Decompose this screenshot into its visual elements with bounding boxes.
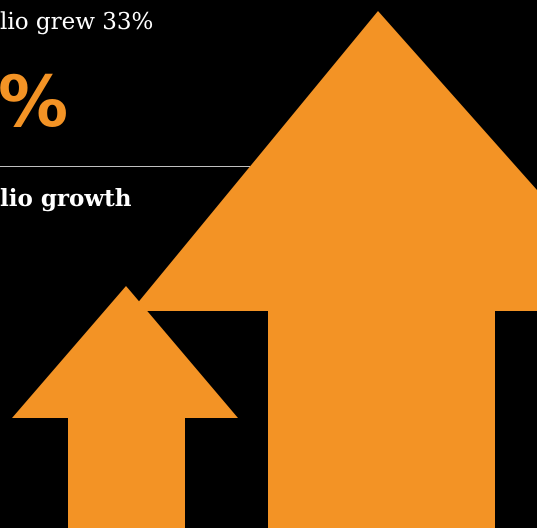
- growth-label: lio growth: [0, 185, 132, 212]
- headline-text: lio grew 33%: [0, 9, 154, 35]
- divider-line: [0, 166, 250, 167]
- large-up-arrow-icon: [131, 11, 537, 528]
- big-stat-value: %: [0, 61, 69, 143]
- small-up-arrow-icon: [12, 286, 238, 528]
